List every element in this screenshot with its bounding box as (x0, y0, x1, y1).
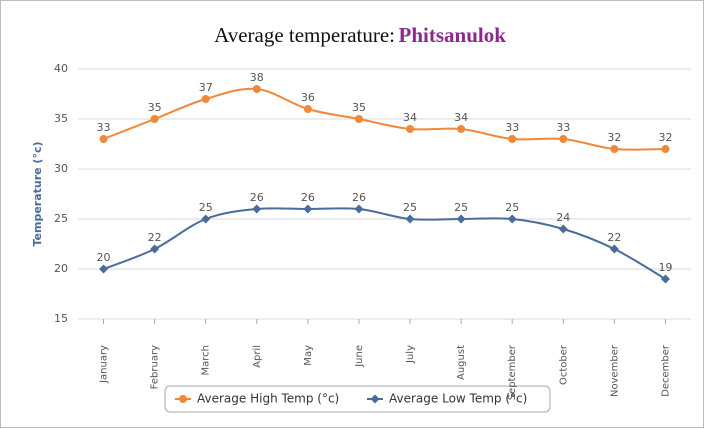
y-tick-label: 15 (54, 312, 68, 325)
point (609, 244, 619, 254)
point (559, 135, 568, 143)
data-label: 25 (403, 201, 417, 214)
point (150, 115, 159, 123)
y-tick-label: 35 (54, 112, 68, 125)
series-line (103, 87, 666, 151)
data-label: 32 (658, 131, 672, 144)
data-label: 38 (250, 71, 264, 84)
point (354, 115, 363, 123)
x-tick-label: December (660, 344, 671, 397)
chart-title: Average temperature: Phitsanulok (214, 23, 506, 47)
data-label: 22 (148, 231, 162, 244)
point (303, 105, 312, 113)
point (99, 264, 109, 274)
data-label: 33 (97, 121, 111, 134)
point (201, 95, 210, 103)
x-tick-label: August (456, 345, 467, 380)
point (508, 135, 517, 143)
title-location: Phitsanulok (399, 23, 507, 47)
y-tick-label: 20 (54, 262, 68, 275)
y-tick-label: 30 (54, 162, 68, 175)
data-label: 35 (148, 101, 162, 114)
y-tick-label: 40 (54, 62, 68, 75)
data-label: 26 (352, 191, 366, 204)
legend-label: Average High Temp (°c) (197, 392, 339, 406)
data-label: 36 (301, 91, 315, 104)
point (610, 145, 619, 153)
title-text: Average temperature: (214, 23, 395, 47)
data-label: 34 (403, 111, 417, 124)
point (406, 125, 415, 133)
data-label: 25 (454, 201, 468, 214)
point (661, 145, 670, 153)
data-label: 35 (352, 101, 366, 114)
x-tick-label: January (99, 345, 110, 384)
legend-box (164, 385, 551, 413)
point (303, 204, 313, 214)
data-label: 34 (454, 111, 468, 124)
x-tick-label: April (252, 345, 263, 368)
x-tick-label: September (507, 344, 518, 400)
x-tick-label: May (303, 345, 314, 366)
x-tick-label: November (609, 344, 620, 397)
point (201, 214, 211, 224)
data-label: 20 (97, 251, 111, 264)
y-axis-label: Temperature (°c) (31, 141, 44, 246)
x-tick-label: March (201, 345, 212, 375)
y-tick-label: 25 (54, 212, 68, 225)
data-label: 37 (199, 81, 213, 94)
point (150, 244, 160, 254)
point (457, 125, 466, 133)
legend-label: Average Low Temp (°c) (389, 392, 527, 406)
point (660, 274, 670, 284)
data-label: 32 (607, 131, 621, 144)
data-label: 19 (658, 261, 672, 274)
point (252, 204, 262, 214)
point (179, 395, 187, 403)
series-line (103, 207, 666, 280)
data-label: 24 (556, 211, 570, 224)
x-tick-label: February (150, 345, 161, 389)
x-tick-label: July (405, 345, 416, 364)
point (456, 214, 466, 224)
data-label: 26 (250, 191, 264, 204)
point (99, 135, 108, 143)
point (405, 214, 415, 224)
data-label: 22 (607, 231, 621, 244)
point (252, 85, 261, 93)
data-label: 33 (556, 121, 570, 134)
x-tick-label: June (354, 345, 365, 368)
point (354, 204, 364, 214)
point (558, 224, 568, 234)
point (507, 214, 517, 224)
point (370, 394, 380, 404)
data-label: 25 (505, 201, 519, 214)
data-label: 33 (505, 121, 519, 134)
data-label: 25 (199, 201, 213, 214)
data-label: 26 (301, 191, 315, 204)
x-tick-label: October (558, 344, 569, 385)
